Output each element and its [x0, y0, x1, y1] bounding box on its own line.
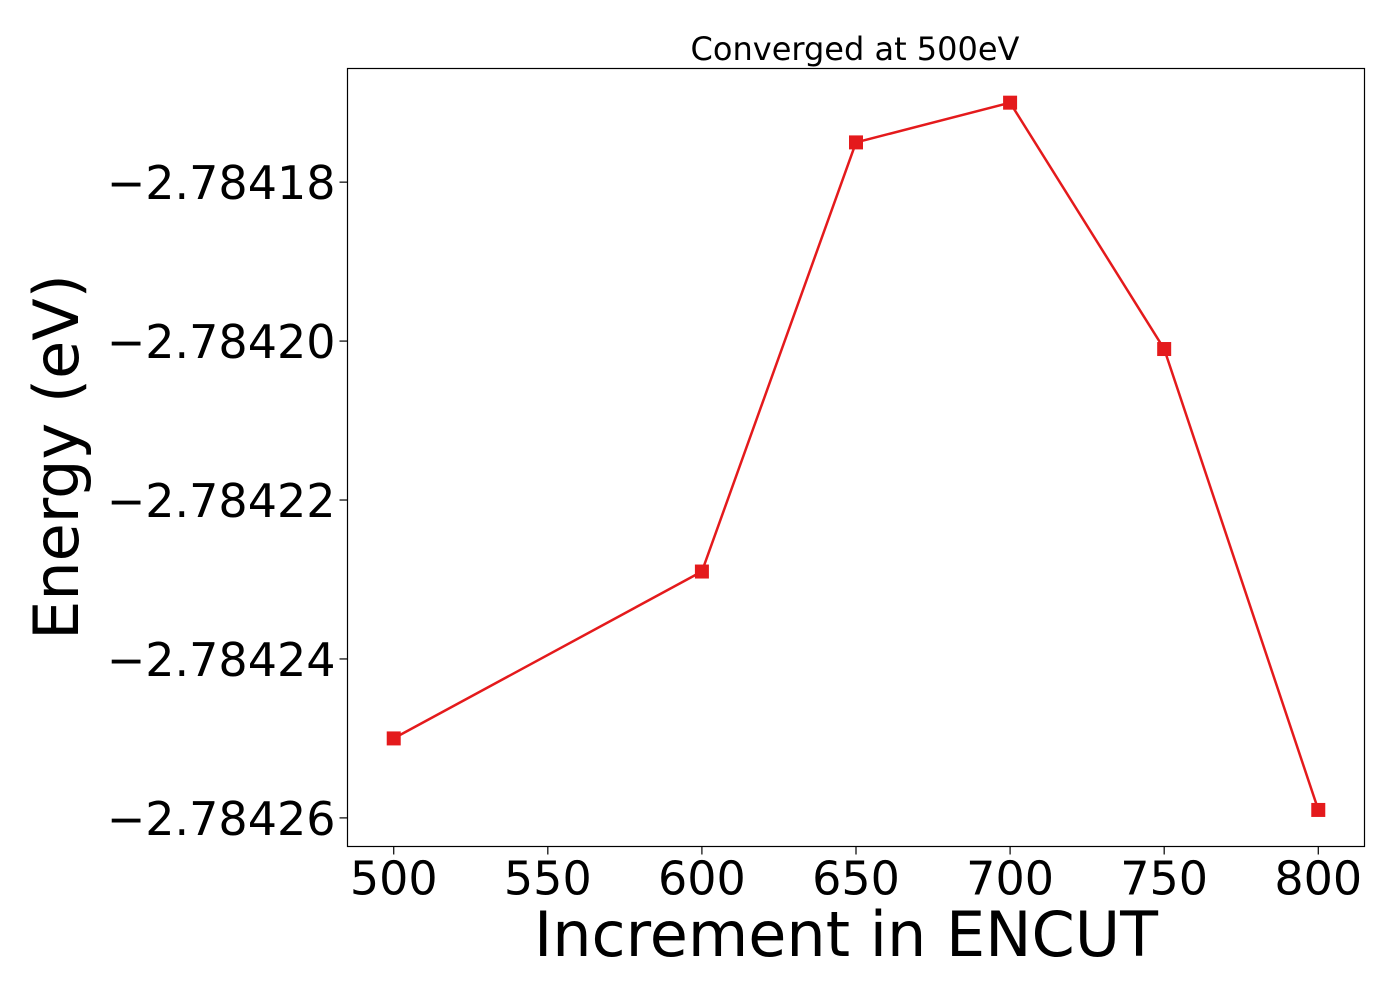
x-axis-label: Increment in ENCUT: [534, 898, 1159, 971]
y-tick-label-0: −2.78418: [107, 156, 336, 210]
data-point-650: [849, 135, 863, 150]
data-point-800: [1311, 802, 1326, 817]
x-tick-label-800: 800: [1274, 852, 1362, 906]
data-point-600: [694, 564, 709, 579]
series-line-0: [393, 101, 1320, 811]
x-tick-label-500: 500: [350, 852, 438, 906]
data-point-500: [386, 731, 401, 746]
x-tick-label-700: 700: [966, 852, 1054, 906]
x-tick-label-550: 550: [504, 852, 592, 906]
y-axis: −2.78418 −2.78420 −2.78422 −2.78424 −2.78426: [107, 156, 348, 846]
y-tick-label-1: −2.78420: [107, 315, 336, 369]
plot-area: [386, 95, 1326, 817]
y-tick-label-2: −2.78422: [107, 474, 336, 528]
data-point-700: [1003, 95, 1018, 110]
x-axis: 500 550 600 650 700 750 800: [350, 846, 1362, 906]
y-axis-label: Energy (eV): [20, 274, 93, 640]
chart-title: Converged at 500eV: [691, 30, 1020, 68]
y-tick-label-4: −2.78426: [107, 792, 336, 846]
x-tick-label-650: 650: [812, 852, 900, 906]
x-tick-label-600: 600: [658, 852, 746, 906]
y-tick-label-3: −2.78424: [107, 633, 336, 687]
x-tick-label-750: 750: [1120, 852, 1208, 906]
plot-frame: [346, 67, 1366, 848]
data-point-750: [1157, 342, 1172, 357]
